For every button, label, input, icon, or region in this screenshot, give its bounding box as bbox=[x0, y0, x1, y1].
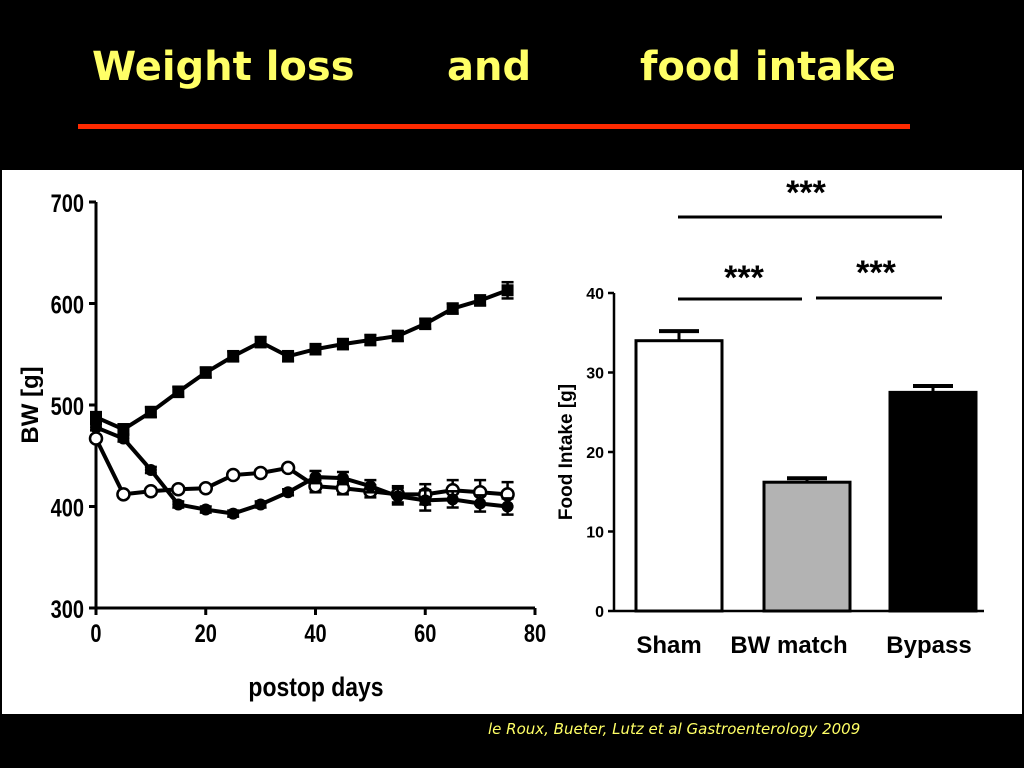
y-axis-label: Food Intake [g] bbox=[556, 384, 577, 520]
data-point-open-circle bbox=[116, 487, 131, 502]
data-point-square bbox=[172, 385, 185, 398]
body-weight-chart-panel: 300 400 500 600 700 0 20 40 60 80 postop days BW [g… bbox=[2, 170, 554, 714]
data-point-filled-circle bbox=[282, 486, 295, 499]
data-point-square bbox=[254, 336, 267, 349]
data-point-square bbox=[336, 338, 349, 351]
y-tick-label: 30 bbox=[586, 366, 604, 383]
category-label: Bypass bbox=[886, 632, 971, 659]
x-axis-label: postop days bbox=[248, 672, 383, 702]
title-part-food-intake: food intake bbox=[640, 44, 896, 90]
data-point-square bbox=[474, 294, 487, 307]
y-tick-label: 40 bbox=[586, 286, 604, 303]
significance-label: *** bbox=[786, 174, 826, 212]
data-point-square bbox=[391, 329, 404, 342]
data-point-open-circle bbox=[198, 480, 213, 496]
food-intake-chart-panel: 0 10 20 30 40 Food Intake [g] Sham BW match Bypa… bbox=[552, 170, 1022, 714]
data-point-square bbox=[199, 366, 212, 379]
x-tick-label: 40 bbox=[304, 620, 326, 648]
data-point-filled-circle bbox=[254, 498, 267, 511]
title-underline bbox=[78, 124, 910, 129]
data-point-square bbox=[309, 343, 322, 356]
data-point-open-circle bbox=[225, 467, 241, 483]
y-tick-label: 10 bbox=[586, 525, 604, 542]
data-point-square bbox=[446, 302, 459, 315]
category-label: BW match bbox=[730, 632, 847, 659]
significance-label: *** bbox=[856, 254, 896, 292]
data-point-open-circle bbox=[143, 484, 159, 499]
y-tick-label: 500 bbox=[51, 393, 84, 421]
data-point-filled-circle bbox=[501, 500, 514, 513]
x-tick-label: 20 bbox=[195, 620, 217, 648]
data-point-open-circle bbox=[280, 460, 296, 476]
data-point-open-circle bbox=[171, 481, 186, 497]
series-line bbox=[95, 288, 509, 432]
y-tick-label: 300 bbox=[51, 596, 84, 624]
y-tick-label: 400 bbox=[51, 494, 84, 522]
data-point-square bbox=[282, 350, 295, 363]
data-point-filled-circle bbox=[446, 493, 459, 506]
y-tick-label: 0 bbox=[595, 604, 604, 621]
data-point-filled-circle bbox=[227, 507, 240, 520]
data-point-filled-circle bbox=[364, 480, 377, 493]
data-point-square bbox=[227, 350, 240, 363]
data-point-filled-circle bbox=[474, 497, 487, 510]
data-point-square bbox=[117, 423, 130, 436]
body-weight-chart: 300 400 500 600 700 0 20 40 60 80 postop days BW [g… bbox=[17, 190, 546, 703]
citation: le Roux, Bueter, Lutz et al Gastroentero… bbox=[488, 720, 861, 738]
data-point-square bbox=[501, 284, 514, 297]
x-tick-label: 60 bbox=[414, 620, 436, 648]
y-tick-label: 600 bbox=[51, 291, 84, 319]
category-label-strip bbox=[552, 629, 1022, 714]
data-point-filled-circle bbox=[309, 471, 322, 484]
data-point-filled-circle bbox=[117, 432, 130, 445]
data-point-filled-circle bbox=[199, 503, 212, 516]
data-point-open-circle bbox=[88, 431, 104, 446]
data-point-filled-circle bbox=[336, 472, 349, 485]
series-line bbox=[95, 425, 508, 516]
y-tick-label: 700 bbox=[51, 190, 84, 218]
data-point-filled-circle bbox=[90, 421, 102, 434]
title-part-weight-loss: Weight loss bbox=[92, 44, 355, 90]
y-axis-label: BW [g] bbox=[17, 366, 44, 443]
x-tick-label: 0 bbox=[90, 620, 101, 648]
data-point-filled-circle bbox=[391, 490, 404, 503]
data-point-open-circle bbox=[253, 465, 268, 481]
title-part-and: and bbox=[447, 44, 532, 90]
data-point-square bbox=[364, 334, 377, 347]
bar bbox=[888, 390, 978, 613]
category-label: Sham bbox=[636, 632, 701, 659]
bar bbox=[762, 480, 852, 613]
bar bbox=[634, 339, 724, 613]
slide-title: Weight loss and food intake bbox=[0, 44, 1024, 104]
data-point-square bbox=[419, 317, 432, 330]
data-point-filled-circle bbox=[172, 498, 185, 511]
y-tick-label: 20 bbox=[586, 445, 604, 462]
significance-label: *** bbox=[724, 259, 764, 297]
data-point-filled-circle bbox=[419, 494, 432, 507]
x-tick-label: 80 bbox=[524, 620, 546, 648]
food-intake-chart: 0 10 20 30 40 Food Intake [g] Sham BW match Bypa… bbox=[552, 174, 1022, 714]
data-point-filled-circle bbox=[144, 463, 157, 476]
data-point-square bbox=[90, 411, 102, 424]
data-point-square bbox=[144, 406, 157, 419]
